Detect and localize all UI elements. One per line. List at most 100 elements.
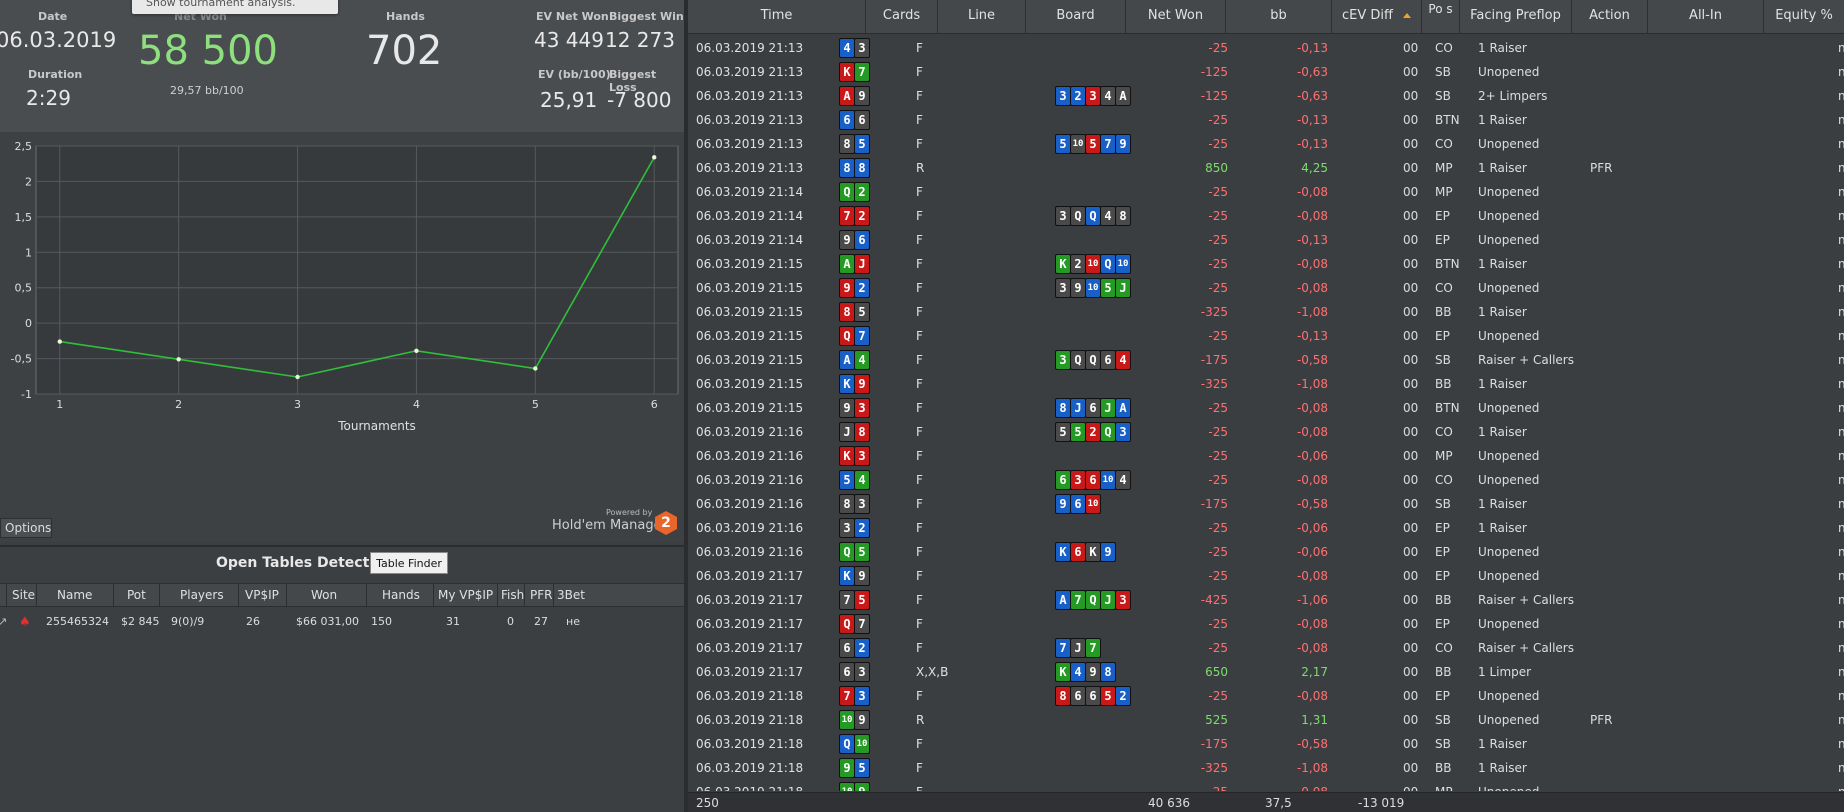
col-cards[interactable]: Cards: [866, 0, 938, 34]
col-action[interactable]: Action: [1572, 0, 1648, 34]
col-all-in[interactable]: All-In: [1648, 0, 1764, 34]
col-vpip[interactable]: VP$IP: [245, 588, 279, 602]
col-hands[interactable]: Hands: [382, 588, 420, 602]
hand-row[interactable]: 06.03.2019 21:17 7 5 F A 7 Q J 3 -425 -1,06 00 BB Rai…: [688, 588, 1844, 612]
footer-net-won: 40 636: [1148, 796, 1190, 810]
hand-cev-diff: 00: [1403, 41, 1419, 55]
hand-row[interactable]: 06.03.2019 21:18 Q 10 F -175 -0,58 00 SB 1 Raise…: [688, 732, 1844, 756]
hand-position: MP: [1435, 185, 1453, 199]
col-cev-diff[interactable]: cEV Diff: [1332, 0, 1422, 34]
col-name[interactable]: Name: [57, 588, 93, 602]
card-d: 6: [1070, 494, 1086, 514]
hand-row[interactable]: 06.03.2019 21:18 9 5 F -325 -1,08 00 BB 1 Raiser…: [688, 756, 1844, 780]
hand-facing-preflop: Unopened: [1478, 785, 1539, 791]
hand-cev-diff: 00: [1403, 377, 1419, 391]
col-won[interactable]: Won: [311, 588, 338, 602]
col-board[interactable]: Board: [1026, 0, 1126, 34]
hand-time: 06.03.2019 21:15: [696, 377, 804, 391]
hand-line: X,X,B: [916, 665, 949, 679]
hand-row[interactable]: 06.03.2019 21:13 4 3 F -25 -0,13 00 CO 1 Raiser n: [688, 36, 1844, 60]
hand-net-won: -25: [1208, 113, 1228, 127]
col-line[interactable]: Line: [938, 0, 1026, 34]
hand-position: BTN: [1435, 257, 1460, 271]
hand-row[interactable]: 06.03.2019 21:16 3 2 F -25 -0,06 00 EP 1 Raiser n: [688, 516, 1844, 540]
col-pfr[interactable]: PFR: [530, 588, 553, 602]
panel-splitter[interactable]: [684, 0, 688, 812]
hand-row[interactable]: 06.03.2019 21:14 9 6 F -25 -0,13 00 EP Unopened n: [688, 228, 1844, 252]
options-button[interactable]: Options: [0, 518, 52, 538]
col-3bet[interactable]: 3Bet: [557, 588, 585, 602]
col-time[interactable]: Time: [688, 0, 866, 34]
hand-row[interactable]: 06.03.2019 21:15 9 2 F 3 9 10 5 J -25 -0,08 00 CO Uno…: [688, 276, 1844, 300]
board-cards: 6 3 6 10 4: [1055, 470, 1131, 490]
hand-bb: -0,08: [1296, 617, 1328, 631]
hand-action: PFR: [1590, 161, 1613, 175]
hand-net-won: -325: [1200, 761, 1228, 775]
card-s: 9: [854, 710, 870, 730]
card-h: 5: [1100, 686, 1116, 706]
row-edit-icon[interactable]: ↗: [0, 615, 8, 628]
hand-bb: -0,08: [1296, 209, 1328, 223]
col-equity[interactable]: Equity %: [1775, 8, 1833, 23]
hand-row[interactable]: 06.03.2019 21:17 Q 7 F -25 -0,08 00 EP Unopened n: [688, 612, 1844, 636]
hand-row[interactable]: 06.03.2019 21:18 7 3 F 8 6 6 5 2 -25 -0,08 00 EP Unop…: [688, 684, 1844, 708]
hand-row[interactable]: 06.03.2019 21:16 Q 5 F K 6 K 9 -25 -0,06 00 EP Unope…: [688, 540, 1844, 564]
card-s: 7: [839, 590, 855, 610]
hand-row[interactable]: 06.03.2019 21:18 109 F -25 -0,08 00 MP Unopened…: [688, 780, 1844, 791]
hand-row[interactable]: 06.03.2019 21:16 K 3 F -25 -0,06 00 MP Unopened n: [688, 444, 1844, 468]
hand-row[interactable]: 06.03.2019 21:15 A J F K 2 10 Q 10 -25 -0,08 00 BTN 1…: [688, 252, 1844, 276]
hand-bb: -0,08: [1296, 641, 1328, 655]
hand-row[interactable]: 06.03.2019 21:15 K 9 F -325 -1,08 00 BB 1 Raiser…: [688, 372, 1844, 396]
card-c: Q: [1100, 422, 1116, 442]
hand-row[interactable]: 06.03.2019 21:13 6 6 F -25 -0,13 00 BTN 1 Raiser…: [688, 108, 1844, 132]
hand-row[interactable]: 06.03.2019 21:16 8 3 F 9 6 10 -175 -0,58 00 SB 1 Ra…: [688, 492, 1844, 516]
hand-bb: -0,08: [1296, 185, 1328, 199]
hand-row[interactable]: 06.03.2019 21:13 K 7 F -125 -0,63 00 SB Unopened…: [688, 60, 1844, 84]
hand-time: 06.03.2019 21:17: [696, 569, 804, 583]
card-h: Q: [839, 614, 855, 634]
hand-row[interactable]: 06.03.2019 21:15 8 5 F -325 -1,08 00 BB 1 Raiser…: [688, 300, 1844, 324]
col-pot[interactable]: Pot: [127, 588, 146, 602]
hand-facing-preflop: Unopened: [1478, 233, 1540, 247]
col-net-won[interactable]: Net Won: [1126, 0, 1226, 34]
card-h: 3: [1070, 470, 1086, 490]
hand-row[interactable]: 06.03.2019 21:13 8 8 R 850 4,25 00 MP 1 Raiser PF…: [688, 156, 1844, 180]
hand-row[interactable]: 06.03.2019 21:13 A 9 F 3 2 3 4 A -125 -0,63 00 SB 2+ …: [688, 84, 1844, 108]
hand-row[interactable]: 06.03.2019 21:17 6 2 F 7 J 7 -25 -0,08 00 CO Raiser…: [688, 636, 1844, 660]
hand-row[interactable]: 06.03.2019 21:16 5 4 F 6 3 6 10 4 -25 -0,08 00 CO Uno…: [688, 468, 1844, 492]
card-d: 8: [1055, 398, 1071, 418]
hand-row[interactable]: 06.03.2019 21:18 10 9 R 525 1,31 00 SB Unopened P…: [688, 708, 1844, 732]
col-facing-preflop[interactable]: Facing Preflop: [1460, 0, 1572, 34]
hand-row[interactable]: 06.03.2019 21:17 K 9 F -25 -0,08 00 EP Unopened n: [688, 564, 1844, 588]
col-site[interactable]: Site: [12, 588, 36, 602]
hand-facing-preflop: Unopened: [1478, 185, 1540, 199]
hand-line: F: [916, 233, 923, 247]
table-finder-button[interactable]: Table Finder: [370, 552, 448, 574]
hand-row[interactable]: 06.03.2019 21:14 7 2 F 3 Q Q 4 8 -25 -0,08 00 EP Unop…: [688, 204, 1844, 228]
card-s: Q: [1085, 350, 1101, 370]
col-bb[interactable]: bb: [1226, 0, 1332, 34]
hand-row[interactable]: 06.03.2019 21:14 Q 2 F -25 -0,08 00 MP Unopened n: [688, 180, 1844, 204]
hand-row[interactable]: 06.03.2019 21:15 9 3 F 8 J 6 J A -25 -0,08 00 BTN Uno…: [688, 396, 1844, 420]
col-pos[interactable]: Po s: [1422, 0, 1460, 34]
hand-time: 06.03.2019 21:16: [696, 521, 804, 535]
col-players[interactable]: Players: [180, 588, 224, 602]
hand-position: EP: [1435, 617, 1450, 631]
card-s: 4: [1100, 86, 1116, 106]
col-my-vpip[interactable]: My VP$IP: [438, 588, 494, 602]
hand-facing-preflop: 1 Raiser: [1478, 425, 1527, 439]
hand-row[interactable]: 06.03.2019 21:17 6 3 X,X,B K 4 9 8 650 2,17 00 BB 1 …: [688, 660, 1844, 684]
col-fish[interactable]: Fish: [501, 588, 525, 602]
card-h: Q: [839, 326, 855, 346]
date-label: Date: [38, 10, 68, 23]
hand-row[interactable]: 06.03.2019 21:15 A 4 F 3 Q Q 6 4 -175 -0,58 00 SB Rai…: [688, 348, 1844, 372]
hand-row[interactable]: 06.03.2019 21:13 8 5 F 5 10 5 7 9 -25 -0,13 00 CO Uno…: [688, 132, 1844, 156]
hand-time: 06.03.2019 21:15: [696, 281, 804, 295]
hand-row[interactable]: 06.03.2019 21:16 J 8 F 5 5 2 Q 3 -25 -0,08 00 CO 1 Ra…: [688, 420, 1844, 444]
hand-row[interactable]: 06.03.2019 21:15 Q 7 F -25 -0,13 00 EP Unopened n: [688, 324, 1844, 348]
card-h: A: [839, 86, 855, 106]
